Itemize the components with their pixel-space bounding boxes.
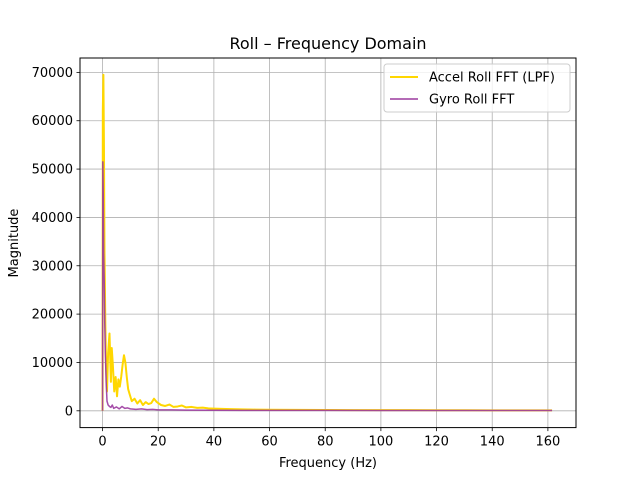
x-tick-label: 60	[261, 435, 278, 450]
x-tick-label: 140	[480, 435, 505, 450]
y-tick-label: 10000	[32, 356, 73, 371]
x-axis-title: Frequency (Hz)	[279, 456, 377, 471]
y-tick-label: 0	[65, 404, 73, 419]
x-tick-label: 100	[368, 435, 393, 450]
legend-label: Gyro Roll FFT	[429, 93, 514, 108]
y-tick-label: 20000	[32, 308, 73, 323]
series-line-gyro-roll-fft	[101, 161, 553, 412]
y-tick-label: 70000	[32, 66, 73, 81]
plot-area-frame	[79, 57, 577, 429]
ticks: 0 20 40 60 80 100 120 140 160 0 10000 20000 30000 400…	[32, 66, 561, 450]
y-tick-label: 30000	[32, 259, 73, 274]
x-tick-label: 20	[150, 435, 167, 450]
x-tick-label: 120	[424, 435, 449, 450]
y-axis-title: Magnitude	[7, 209, 22, 278]
legend-label: Accel Roll FFT (LPF)	[429, 71, 555, 86]
x-tick-label: 80	[317, 435, 334, 450]
y-tick-label: 60000	[32, 114, 73, 129]
legend-box	[383, 63, 571, 113]
y-tick-label: 50000	[32, 163, 73, 178]
x-tick-label: 160	[535, 435, 560, 450]
legend: Accel Roll FFT (LPF) Gyro Roll FFT	[383, 63, 571, 113]
chart-title: Roll – Frequency Domain	[229, 34, 426, 53]
y-tick-label: 40000	[32, 211, 73, 226]
series-layer	[101, 73, 553, 412]
x-tick-label: 0	[98, 435, 106, 450]
x-tick-label: 40	[206, 435, 223, 450]
